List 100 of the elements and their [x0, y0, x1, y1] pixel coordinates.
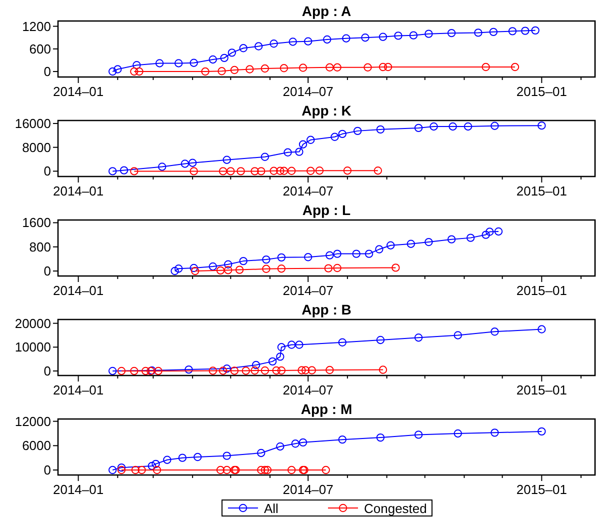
point [190, 264, 198, 272]
point [454, 331, 462, 340]
y-tick-label: 16000 [14, 116, 51, 131]
point [108, 466, 117, 474]
point [304, 37, 312, 46]
chart-title: App : L [302, 202, 352, 218]
point [409, 31, 418, 40]
point [242, 366, 250, 375]
point [448, 122, 457, 131]
point [295, 148, 304, 156]
chart-title: App : M [300, 401, 352, 417]
point [298, 438, 308, 447]
point [224, 266, 232, 274]
point [170, 266, 179, 276]
y-tick-label: 10000 [14, 340, 51, 355]
y-tick-label: 600 [29, 41, 51, 56]
point [174, 264, 183, 273]
point [117, 366, 126, 376]
point [117, 463, 126, 472]
point [230, 66, 239, 74]
point [308, 366, 316, 374]
point [132, 61, 141, 70]
point [430, 122, 438, 131]
point [508, 27, 517, 36]
point [270, 40, 278, 48]
point [135, 67, 144, 76]
point [338, 435, 346, 444]
x-tick-label: 2015–01 [516, 283, 567, 298]
point [304, 253, 312, 262]
point [174, 59, 183, 68]
point [257, 466, 266, 474]
point [330, 132, 339, 141]
point [374, 166, 382, 175]
y-tick-label: 800 [29, 239, 51, 254]
y-tick-label: 20000 [14, 316, 51, 331]
point [201, 67, 210, 76]
x-tick-label: 2014–07 [282, 382, 334, 398]
point [354, 126, 362, 136]
point [239, 256, 248, 266]
point [224, 260, 232, 268]
point [260, 152, 270, 161]
point [190, 58, 198, 67]
y-tick-label: 0 [44, 462, 51, 478]
x-tick-label: 2014–07 [282, 84, 334, 99]
x-tick-label: 2014–01 [53, 283, 104, 298]
point [276, 166, 284, 175]
point [538, 325, 546, 334]
point [228, 48, 236, 57]
y-tick-label: 1200 [22, 18, 51, 34]
point [236, 167, 245, 176]
point [378, 62, 388, 72]
point [163, 456, 172, 464]
point [287, 340, 296, 349]
point [257, 448, 266, 458]
point [260, 466, 270, 474]
point [180, 160, 190, 168]
point [482, 230, 490, 239]
point [280, 64, 288, 72]
point [287, 466, 296, 474]
point [130, 167, 138, 176]
point [239, 44, 248, 52]
point [521, 26, 530, 35]
point [490, 428, 499, 437]
point [208, 262, 217, 271]
point [287, 166, 296, 175]
point [352, 250, 360, 258]
point [490, 328, 499, 336]
point [277, 253, 286, 262]
point [315, 166, 324, 175]
y-tick-label: 0 [44, 64, 51, 80]
point [326, 63, 334, 72]
point [386, 241, 395, 250]
y-tick-label: 0 [44, 363, 51, 378]
x-tick-label: 2015–01 [516, 382, 567, 398]
point [138, 466, 146, 474]
point [262, 255, 270, 264]
y-tick-label: 12000 [14, 414, 51, 429]
point [447, 235, 456, 244]
point [280, 166, 288, 175]
point [538, 427, 546, 436]
point [108, 67, 117, 76]
point [474, 28, 482, 37]
point [326, 366, 334, 374]
point [378, 366, 388, 374]
point [250, 167, 259, 176]
point [216, 466, 225, 474]
point [531, 26, 540, 35]
point [298, 366, 306, 374]
point [152, 466, 162, 474]
x-tick-label: 2015–01 [516, 184, 567, 198]
point [148, 462, 156, 470]
point [250, 366, 259, 375]
point [326, 251, 334, 260]
point [489, 28, 498, 36]
y-tick-label: 1600 [22, 215, 51, 230]
x-tick-label: 2014–07 [282, 184, 334, 198]
point [194, 452, 202, 462]
point [376, 125, 385, 134]
point [494, 227, 503, 236]
point [277, 264, 286, 273]
